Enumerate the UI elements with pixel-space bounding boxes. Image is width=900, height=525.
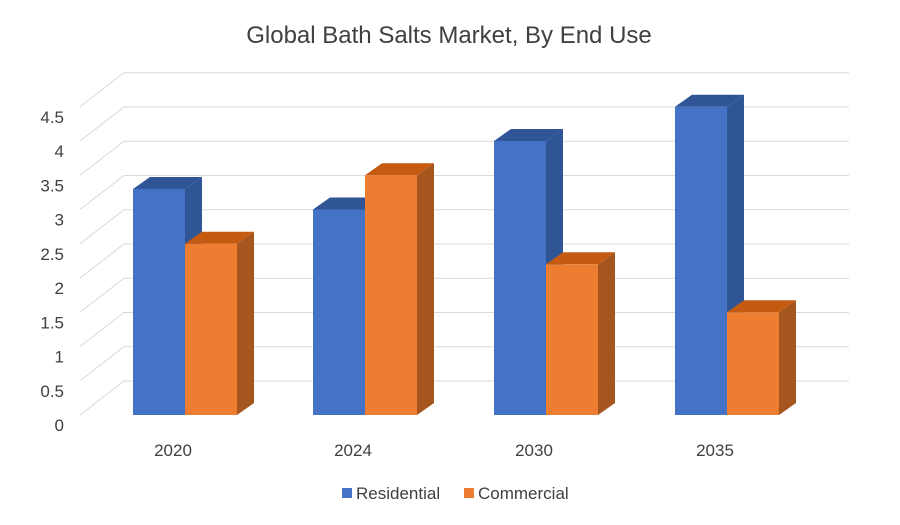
- bar-front: [313, 209, 365, 415]
- legend: Residential Commercial: [342, 484, 569, 503]
- bar-top: [313, 197, 382, 210]
- gridline: [79, 140, 849, 176]
- bar-front: [133, 188, 185, 415]
- gridline: [79, 175, 849, 210]
- bar-front: [365, 175, 417, 415]
- bar-commercial-2030: [546, 252, 615, 415]
- bar-side: [417, 163, 434, 415]
- x-tick-label: 2024: [334, 441, 372, 460]
- bar-top: [365, 163, 434, 176]
- y-tick-label: 3: [55, 211, 64, 230]
- y-tick-label: 1.5: [40, 313, 64, 332]
- legend-swatch: [464, 488, 474, 498]
- bar-top: [675, 94, 744, 107]
- y-tick-label: 3.5: [40, 176, 64, 195]
- x-tick-label: 2030: [515, 441, 553, 460]
- gridline: [79, 106, 849, 142]
- bar-top: [727, 300, 796, 313]
- chart-title: Global Bath Salts Market, By End Use: [246, 22, 652, 49]
- y-tick-label: 2.5: [40, 245, 64, 264]
- bar-side: [779, 300, 796, 415]
- gridline: [79, 243, 849, 279]
- x-axis: 2020 2024 2030 2035: [154, 441, 734, 460]
- bar-front: [727, 312, 779, 415]
- x-tick-label: 2035: [696, 441, 734, 460]
- gridline: [79, 72, 849, 108]
- bar-front: [675, 106, 727, 415]
- bar-top: [133, 176, 202, 189]
- y-tick-label: 4.5: [40, 108, 64, 127]
- bar-top: [494, 129, 563, 141]
- gridlines: [79, 72, 849, 416]
- y-tick-label: 0: [55, 416, 64, 435]
- y-tick-label: 4: [55, 142, 64, 161]
- bar-commercial-2024: [365, 163, 434, 415]
- y-tick-label: 0.5: [40, 382, 64, 401]
- bar-commercial-2020: [185, 231, 254, 415]
- bars: [133, 94, 796, 415]
- y-axis: 0 0.5 1 1.5 2 2.5 3 3.5 4 4.5: [40, 108, 64, 435]
- bar-commercial-2035: [727, 300, 796, 415]
- legend-label: Commercial: [478, 484, 569, 503]
- bar-front: [546, 264, 598, 415]
- bar-side: [598, 252, 615, 415]
- x-tick-label: 2020: [154, 441, 192, 460]
- bar-residential-2035: [675, 94, 744, 415]
- bar-front: [494, 141, 546, 415]
- legend-label: Residential: [356, 484, 440, 503]
- y-tick-label: 1: [55, 348, 64, 367]
- bar-front: [185, 243, 237, 415]
- bar-side: [237, 231, 254, 415]
- bar-top: [546, 252, 615, 265]
- legend-item-residential: Residential: [342, 484, 440, 503]
- legend-item-commercial: Commercial: [464, 484, 569, 503]
- bar-top: [185, 231, 254, 244]
- legend-swatch: [342, 488, 352, 498]
- gridline: [79, 209, 849, 245]
- y-tick-label: 2: [55, 279, 64, 298]
